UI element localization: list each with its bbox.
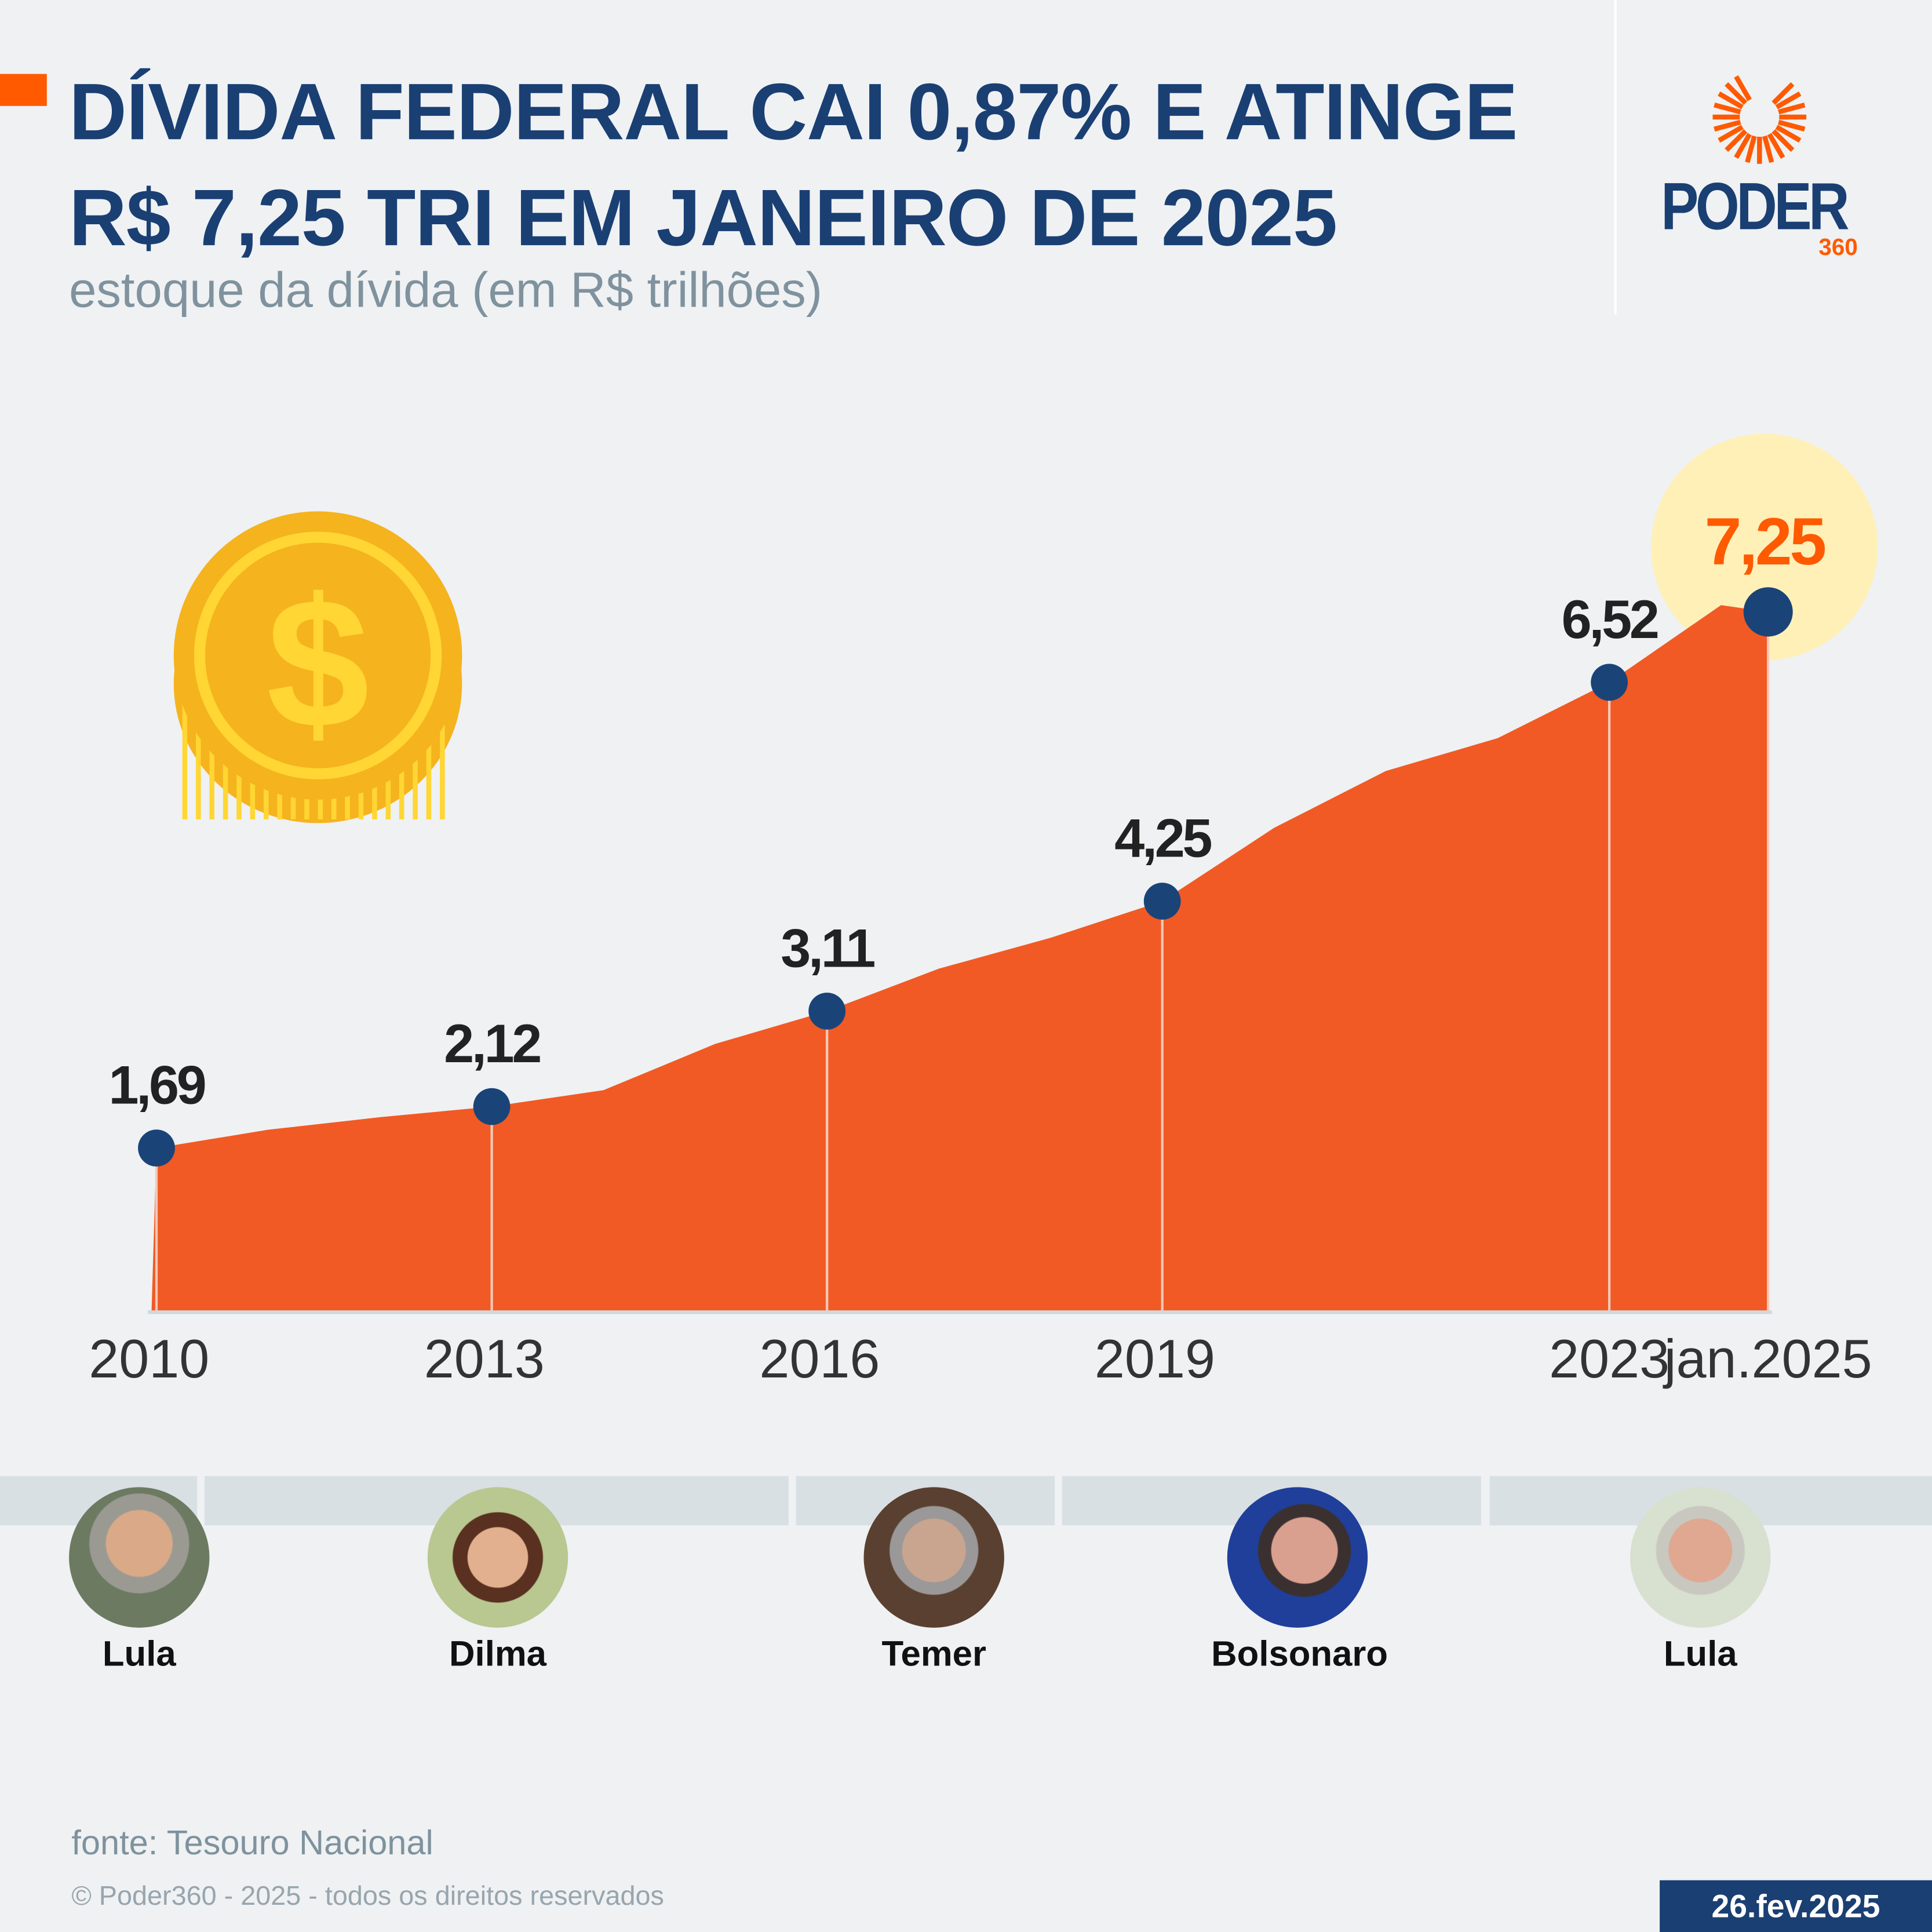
area-series [151,605,1769,1311]
president-dilma: Dilma [411,1487,584,1675]
highlight-circle [1651,433,1878,661]
date-badge: 26.fev.2025 [1660,1880,1932,1932]
data-label: 2,12 [444,1013,540,1074]
subtitle: estoque da dívida (em R$ trilhões) [69,264,823,318]
data-point [1743,587,1793,637]
x-tick-label: 2013 [424,1328,545,1389]
data-label: 7,25 [1705,505,1825,579]
copyright: © Poder360 - 2025 - todos os direitos re… [71,1880,664,1911]
avatar [69,1487,210,1628]
logo-number: 360 [1818,235,1858,261]
president-name: Lula [1663,1635,1737,1675]
coin-icon: $ [173,511,462,823]
divider [1614,0,1617,315]
president-name: Temer [881,1635,986,1675]
president-lula: Lula [53,1487,225,1675]
president-name: Bolsonaro [1211,1635,1388,1675]
x-tick-label: jan.2025 [1663,1328,1872,1389]
page-title: DÍVIDA FEDERAL CAI 0,87% E ATINGE R$ 7,2… [69,66,1518,263]
president-bolsonaro: Bolsonaro [1211,1487,1388,1675]
source-note: fonte: Tesouro Nacional [71,1823,433,1862]
data-point [808,992,846,1030]
president-name: Lula [102,1635,176,1675]
svg-text:$: $ [267,560,369,767]
avatar [427,1487,568,1628]
avatar [1630,1487,1771,1628]
data-label: 3,11 [781,917,874,978]
data-point [1143,883,1181,920]
president-lula-2: Lula [1614,1487,1787,1675]
avatar [863,1487,1004,1628]
x-tick-label: 2016 [759,1328,880,1389]
logo-word: PODER [1661,170,1849,245]
x-tick-label: 2010 [89,1328,209,1389]
data-label: 6,52 [1562,589,1658,650]
poder360-logo: PODER 360 [1651,68,1873,265]
president-temer: Temer [848,1487,1020,1675]
data-point [138,1129,175,1167]
accent-bar [0,74,47,106]
sunburst-icon [1712,75,1807,164]
avatar [1227,1487,1368,1628]
president-name: Dilma [449,1635,546,1675]
x-tick-label: 2023 [1549,1328,1669,1389]
x-tick-label: 2019 [1095,1328,1215,1389]
data-label: 1,69 [109,1055,205,1116]
data-point [473,1088,511,1125]
data-label: 4,25 [1114,808,1211,869]
data-point [1591,664,1628,701]
